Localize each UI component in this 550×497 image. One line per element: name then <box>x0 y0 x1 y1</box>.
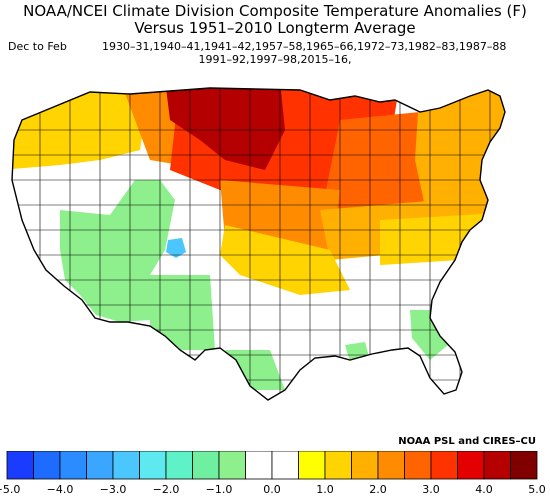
region-great-basin <box>60 180 175 322</box>
years-list-line-2: 1991–92,1997–98,2015–16, <box>198 53 352 66</box>
color-legend <box>6 451 538 480</box>
legend-swatch <box>139 451 167 480</box>
legend-tick-label: 0.0 <box>263 483 281 496</box>
legend-tick-label: 3.0 <box>422 483 440 496</box>
legend-swatch <box>298 451 326 480</box>
legend-tick-label: −1.0 <box>205 483 233 496</box>
legend-tick-label: 5.0 <box>528 483 546 496</box>
map-credit: NOAA PSL and CIRES–CU <box>398 436 536 447</box>
legend-swatch <box>404 451 432 480</box>
legend-swatch <box>192 451 220 480</box>
map-title-line-1: NOAA/NCEI Climate Division Composite Tem… <box>23 2 527 20</box>
legend-tick-label: −4.0 <box>46 483 74 496</box>
legend-tick-label: −3.0 <box>99 483 127 496</box>
region-great-lakes <box>320 110 440 230</box>
us-anomaly-map <box>11 87 506 401</box>
legend-swatch <box>324 451 352 480</box>
map-title-line-2: Versus 1951–2010 Longterm Average <box>134 19 416 37</box>
legend-swatch <box>86 451 114 480</box>
legend-swatch <box>165 451 193 480</box>
legend-tick-label: −2.0 <box>152 483 180 496</box>
region-southwest <box>150 275 215 350</box>
legend-swatch <box>33 451 61 480</box>
legend-swatch <box>6 451 34 480</box>
legend-tick-label: 2.0 <box>369 483 387 496</box>
legend-swatch <box>483 451 511 480</box>
legend-swatch <box>271 451 299 480</box>
legend-swatch <box>59 451 87 480</box>
legend-swatch <box>351 451 379 480</box>
legend-swatch <box>218 451 246 480</box>
region-southern-plains <box>220 225 350 295</box>
legend-swatch <box>377 451 405 480</box>
legend-swatch <box>245 451 273 480</box>
legend-tick-label: 1.0 <box>316 483 334 496</box>
division-borders <box>12 88 505 400</box>
region-utah-spot <box>166 238 186 258</box>
years-list-line-1: 1930–31,1940–41,1941–42,1957–58,1965–66,… <box>102 40 507 53</box>
period-label: Dec to Feb <box>8 40 67 53</box>
legend-swatch <box>430 451 458 480</box>
legend-swatch <box>457 451 485 480</box>
legend-tick-label: 4.0 <box>475 483 493 496</box>
legend-swatch <box>510 451 538 480</box>
legend-tick-label: −5.0 <box>0 483 21 496</box>
region-north-central <box>165 88 285 170</box>
legend-swatch <box>112 451 140 480</box>
